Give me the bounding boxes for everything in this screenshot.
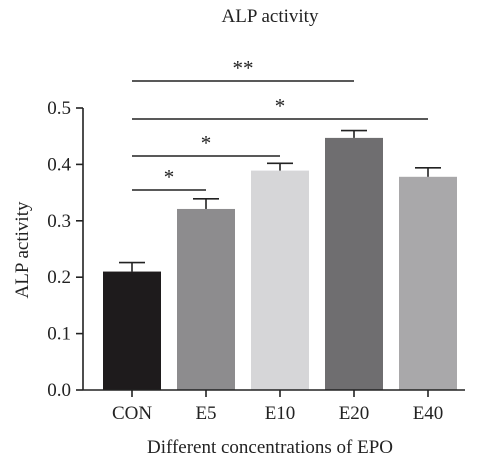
- significance-label-con-e5: *: [164, 165, 175, 189]
- y-tick-label: 0.5: [47, 98, 71, 119]
- axes-layer: 0.0 0.1 0.2 0.3 0.4 0.5 CON E5 E10 E20 E40: [47, 98, 465, 424]
- bar-e10: [251, 170, 309, 390]
- x-tick-label-e5: E5: [195, 403, 216, 424]
- y-tick-label: 0.3: [47, 211, 71, 232]
- y-tick-label: 0.0: [47, 380, 71, 401]
- bars-layer: [103, 129, 457, 390]
- significance-label-con-e20: **: [233, 56, 254, 80]
- y-tick-label: 0.2: [47, 267, 71, 288]
- y-tick-label: 0.4: [47, 154, 71, 175]
- x-axis-label: Different concentrations of EPO: [147, 437, 393, 458]
- x-tick-label-e40: E40: [413, 403, 444, 424]
- x-tick-label-e20: E20: [339, 403, 370, 424]
- x-tick-label-con: CON: [112, 403, 152, 424]
- chart-title: ALP activity: [222, 6, 319, 27]
- bar-e20: [325, 137, 383, 390]
- significance-label-con-e10: *: [201, 131, 212, 155]
- bar-e5: [177, 208, 235, 390]
- y-tick-label: 0.1: [47, 324, 71, 345]
- y-axis-label: ALP activity: [12, 201, 33, 298]
- bar-con: [103, 271, 161, 390]
- significance-annotations: *****: [132, 56, 428, 191]
- bar-e40: [399, 176, 457, 390]
- x-tick-label-e10: E10: [265, 403, 296, 424]
- significance-label-con-e40: *: [275, 94, 286, 118]
